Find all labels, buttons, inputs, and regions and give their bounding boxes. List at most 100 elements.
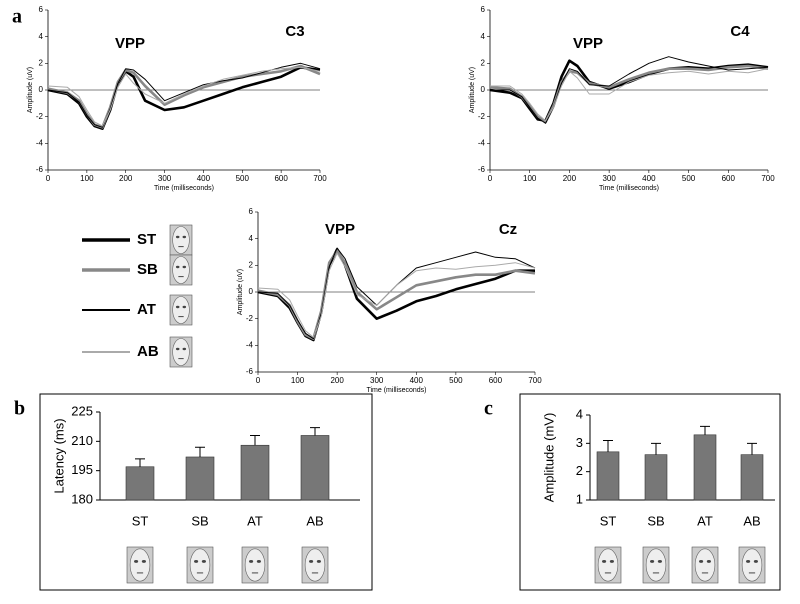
y-tick-label: 0 bbox=[481, 85, 486, 94]
x-tick-label: 600 bbox=[274, 174, 288, 183]
y-axis-title: Amplitude (uV) bbox=[237, 269, 244, 315]
face bbox=[172, 338, 190, 366]
face-icon bbox=[169, 294, 193, 326]
y-tick-label: 2 bbox=[249, 260, 254, 269]
bar bbox=[644, 454, 668, 501]
y-tick-label: 6 bbox=[39, 5, 44, 14]
panel-label: b bbox=[14, 398, 25, 420]
line-series bbox=[47, 64, 321, 129]
x-tick-label: 700 bbox=[313, 174, 327, 183]
x-tick-label: SB bbox=[191, 513, 208, 528]
x-tick-label: 200 bbox=[563, 174, 577, 183]
error-bar bbox=[651, 442, 661, 455]
x-axis-title: Time (milliseconds) bbox=[366, 387, 426, 394]
eye bbox=[706, 559, 711, 563]
y-tick-label: -6 bbox=[478, 165, 486, 174]
chart-title: Cz bbox=[499, 221, 517, 238]
line-series bbox=[47, 66, 321, 127]
x-tick-label: 400 bbox=[642, 174, 656, 183]
eye bbox=[316, 559, 321, 563]
eye bbox=[602, 559, 607, 563]
y-axis-title: Amplitude (uV) bbox=[27, 67, 34, 113]
face bbox=[244, 548, 266, 582]
y-tick-label: 6 bbox=[481, 5, 486, 14]
x-tick-label: 100 bbox=[523, 174, 537, 183]
x-tick-label: 200 bbox=[119, 174, 133, 183]
y-tick-label: -4 bbox=[478, 138, 486, 147]
x-tick-label: ST bbox=[600, 513, 617, 528]
y-tick-label: -2 bbox=[246, 314, 254, 323]
x-tick-label: SB bbox=[647, 513, 664, 528]
bar bbox=[185, 456, 215, 501]
error-bar bbox=[135, 458, 145, 467]
face-icon bbox=[169, 336, 193, 368]
y-tick-label: -6 bbox=[36, 165, 44, 174]
y-tick-label: 4 bbox=[576, 406, 583, 421]
chart-title: C4 bbox=[730, 23, 750, 40]
y-tick-label: 195 bbox=[71, 462, 93, 477]
error-bar bbox=[603, 440, 613, 452]
x-tick-label: 500 bbox=[236, 174, 250, 183]
line-series bbox=[257, 247, 536, 340]
bar bbox=[740, 454, 764, 501]
panel-frame bbox=[519, 393, 781, 591]
bar bbox=[125, 466, 155, 501]
y-tick-label: 3 bbox=[576, 435, 583, 450]
x-tick-label: AT bbox=[247, 513, 263, 528]
eye bbox=[753, 559, 758, 563]
error-bar bbox=[310, 427, 320, 436]
y-tick-label: 225 bbox=[71, 403, 93, 418]
y-tick-label: 6 bbox=[249, 207, 254, 216]
eye bbox=[609, 559, 614, 563]
face bbox=[129, 548, 151, 582]
x-tick-label: 300 bbox=[602, 174, 616, 183]
bar bbox=[596, 451, 620, 501]
face-icon bbox=[301, 546, 329, 584]
line-series bbox=[257, 252, 536, 338]
line-series bbox=[47, 62, 321, 128]
x-tick-label: 100 bbox=[291, 376, 305, 385]
annotation: VPP bbox=[325, 221, 355, 238]
face bbox=[172, 256, 190, 284]
face bbox=[304, 548, 326, 582]
eye bbox=[182, 235, 187, 239]
y-tick-label: 210 bbox=[71, 433, 93, 448]
error-bar bbox=[250, 434, 260, 446]
eye bbox=[650, 559, 655, 563]
x-tick-label: 200 bbox=[330, 376, 344, 385]
y-axis-title: Amplitude (mV) bbox=[541, 413, 556, 503]
x-tick-label: 0 bbox=[256, 376, 261, 385]
face bbox=[694, 548, 716, 582]
legend-label: AB bbox=[137, 343, 159, 360]
y-tick-label: 4 bbox=[481, 32, 486, 41]
y-tick-label: 2 bbox=[481, 58, 486, 67]
eye bbox=[256, 559, 261, 563]
error-bar bbox=[747, 442, 757, 455]
y-tick-label: -4 bbox=[246, 340, 254, 349]
eye bbox=[182, 347, 187, 351]
y-tick-label: -2 bbox=[478, 112, 486, 121]
eye bbox=[194, 559, 199, 563]
face bbox=[597, 548, 619, 582]
face-icon bbox=[691, 546, 719, 584]
line-series bbox=[47, 66, 321, 130]
panel-frame bbox=[39, 393, 373, 591]
x-tick-label: 0 bbox=[46, 174, 51, 183]
y-tick-label: 4 bbox=[39, 32, 44, 41]
y-tick-label: 1 bbox=[576, 491, 583, 506]
face-icon bbox=[642, 546, 670, 584]
y-axis-title: Amplitude (uV) bbox=[469, 67, 476, 113]
x-tick-label: 400 bbox=[410, 376, 424, 385]
y-tick-label: -2 bbox=[36, 112, 44, 121]
x-tick-label: 700 bbox=[528, 376, 542, 385]
x-tick-label: 600 bbox=[489, 376, 503, 385]
x-tick-label: 100 bbox=[80, 174, 94, 183]
chart-title: C3 bbox=[285, 23, 304, 40]
y-tick-label: 2 bbox=[39, 58, 44, 67]
line-series bbox=[490, 56, 769, 124]
x-tick-label: 500 bbox=[682, 174, 696, 183]
legend-label: AT bbox=[137, 301, 156, 318]
x-tick-label: 700 bbox=[761, 174, 775, 183]
x-tick-label: 300 bbox=[370, 376, 384, 385]
